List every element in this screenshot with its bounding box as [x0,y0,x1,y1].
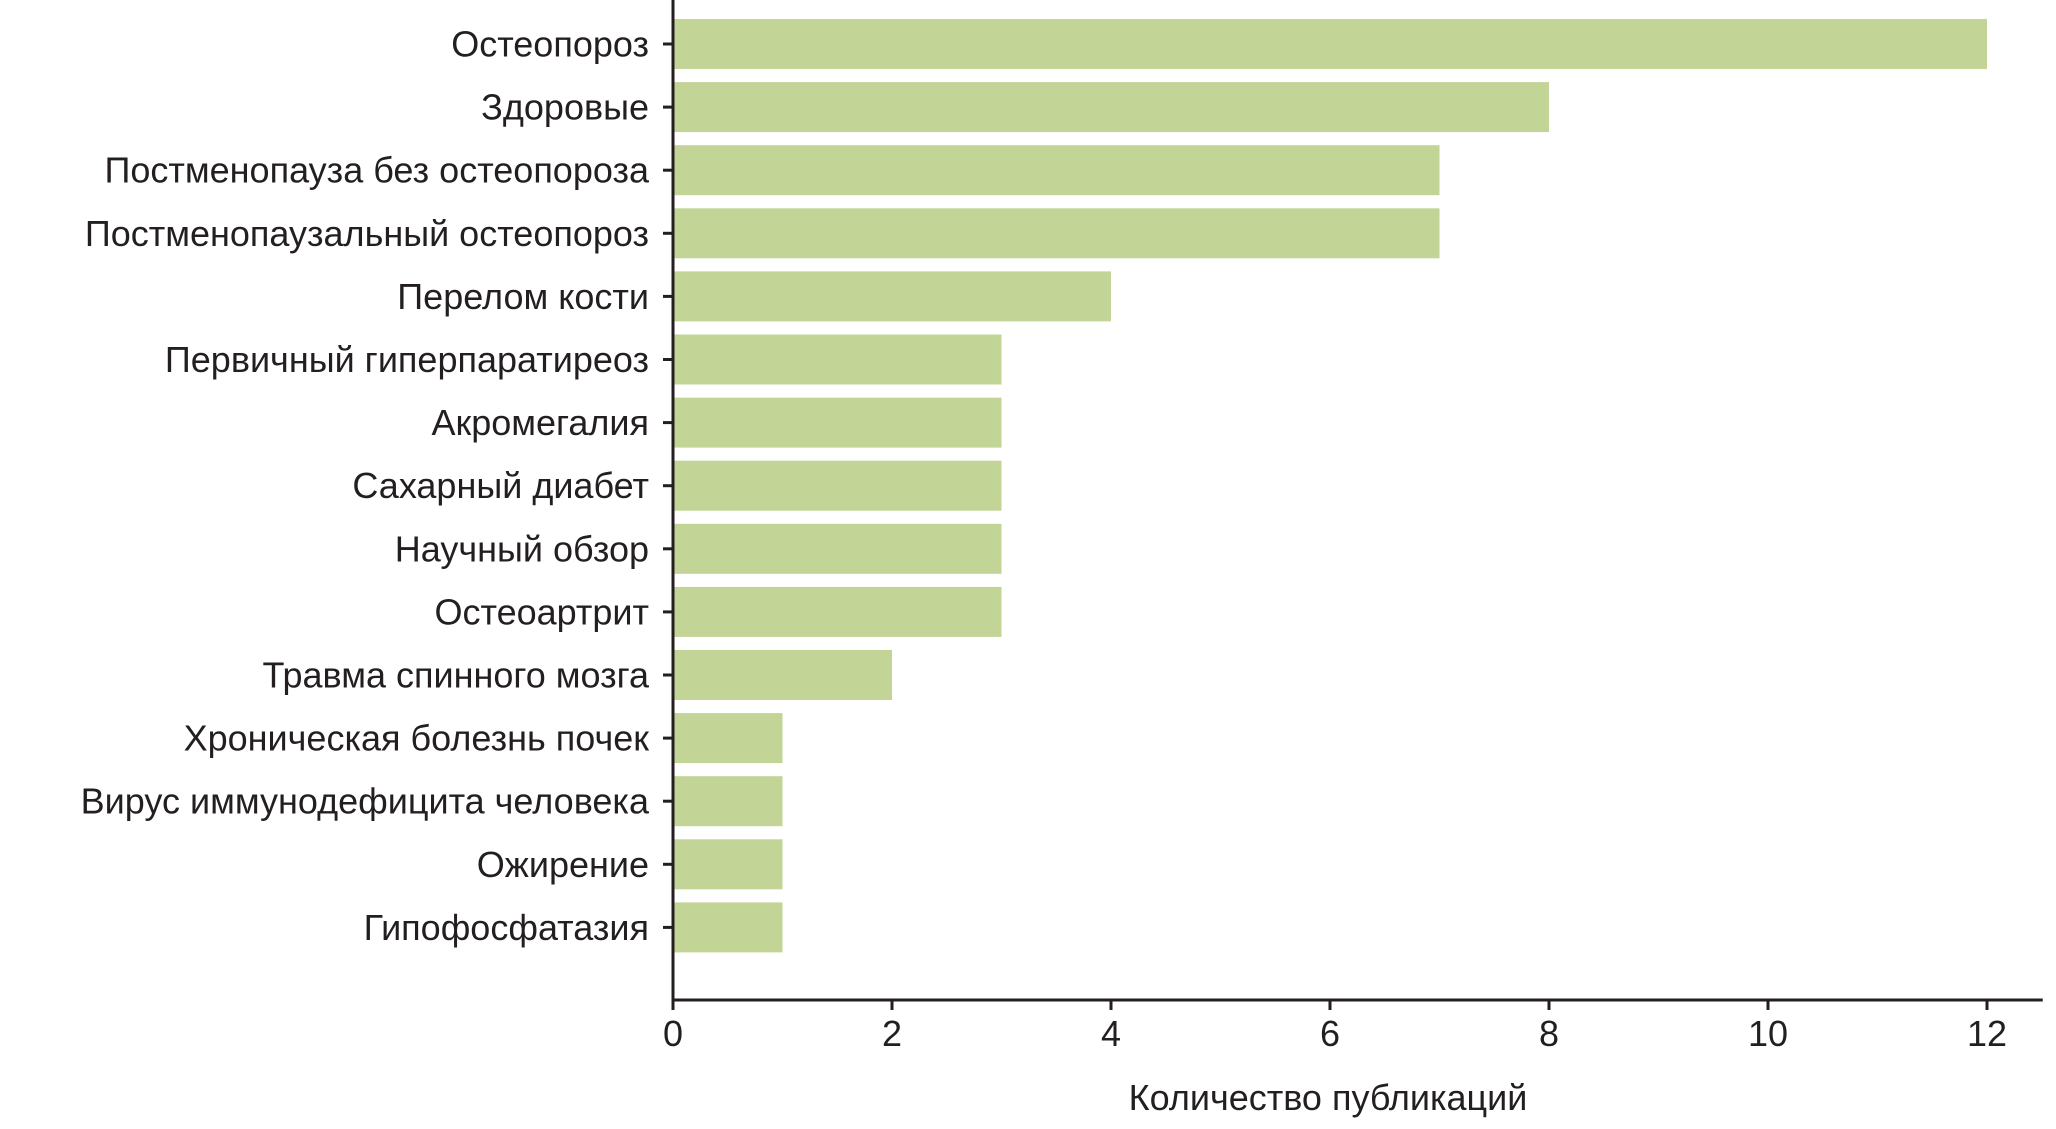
category-label: Вирус иммунодефицита человека [81,781,650,822]
x-tick-label: 12 [1967,1013,2007,1054]
bar [673,334,1002,385]
x-tick-label: 4 [1101,1013,1121,1054]
bar [673,523,1002,574]
category-label: Травма спинного мозга [263,655,650,696]
bar [673,397,1002,448]
x-tick-label: 8 [1539,1013,1559,1054]
x-tick-label: 2 [882,1013,902,1054]
category-label: Первичный гиперпаратиреоз [165,339,649,380]
x-axis-tick-labels: 0 2 4 6 8 10 12 [663,1013,2007,1054]
bar [673,460,1002,511]
x-tick-label: 0 [663,1013,683,1054]
bar [673,208,1440,259]
bar [673,271,1111,322]
category-labels: Остеопороз Здоровые Постменопауза без осте… [81,24,650,948]
x-axis-ticks [671,1000,1989,1010]
y-axis-ticks [663,42,673,929]
bars-layer [673,19,1987,953]
category-label: Гипофосфатазия [364,907,649,948]
bar [673,145,1440,196]
bar [673,776,783,827]
bar [673,19,1987,69]
x-tick-label: 6 [1320,1013,1340,1054]
category-label: Перелом кости [397,276,649,317]
category-label: Научный обзор [395,528,649,569]
bar [673,902,783,953]
category-label: Постменопауза без остеопороза [105,150,650,191]
category-label: Хроническая болезнь почек [184,718,650,759]
category-label: Остеоартрит [435,591,650,632]
y-axis [663,0,675,1002]
bar [673,82,1549,133]
x-tick-label: 10 [1748,1013,1788,1054]
category-label: Здоровые [481,87,649,128]
category-label: Сахарный диабет [352,465,649,506]
bar [673,713,783,764]
bar [673,586,1002,637]
x-axis: 0 2 4 6 8 10 12 [663,998,2043,1054]
bar [673,839,783,890]
category-label: Постменопаузальный остеопороз [85,213,649,254]
x-axis-title: Количество публикаций [1129,1077,1528,1118]
category-label: Акромегалия [431,402,649,443]
category-label: Ожирение [477,844,649,885]
bar [673,650,892,700]
category-label: Остеопороз [451,24,649,65]
